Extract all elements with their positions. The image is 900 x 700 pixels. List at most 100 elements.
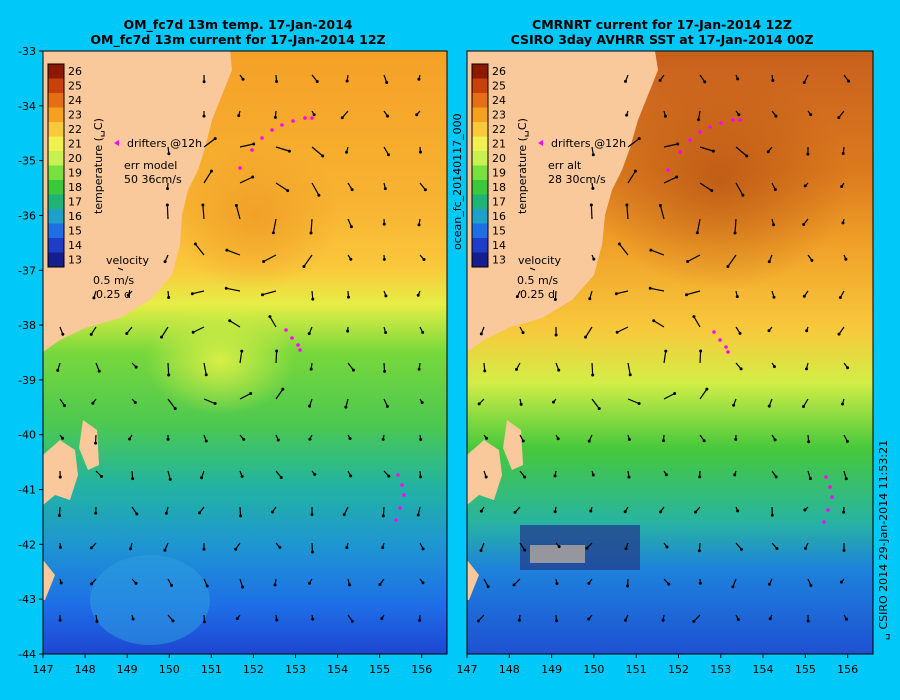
right-colorbar-label: temperature (␣C) xyxy=(516,118,529,214)
lat-tick-label: -34 xyxy=(18,100,36,113)
velocity-arrow-head xyxy=(809,113,813,117)
velocity-arrow-head xyxy=(382,257,386,261)
drifter-point xyxy=(400,483,404,487)
velocity-arrow-head xyxy=(270,510,274,514)
velocity-arrow-head xyxy=(287,149,291,153)
velocity-arrow-head xyxy=(774,475,778,479)
velocity-arrow-head xyxy=(626,584,630,588)
velocity-arrow-head xyxy=(803,546,807,550)
right-colorbar-tick: 19 xyxy=(492,167,506,180)
velocity-arrow-head xyxy=(308,404,312,408)
lon-tick-label: 148 xyxy=(499,663,520,676)
velocity-arrow-head xyxy=(661,439,665,443)
velocity-arrow-head xyxy=(767,404,771,408)
velocity-arrow xyxy=(653,320,665,328)
lon-tick-label: 148 xyxy=(75,663,96,676)
velocity-arrow-head xyxy=(58,618,62,622)
velocity-arrow-head xyxy=(588,297,592,301)
velocity-arrow-head xyxy=(419,437,423,441)
velocity-arrow-head xyxy=(844,257,848,261)
velocity-arrow xyxy=(229,320,241,328)
velocity-arrow-head xyxy=(340,116,344,120)
velocity-arrow xyxy=(202,204,205,220)
velocity-arrow-head xyxy=(59,581,63,585)
velocity-arrow-head xyxy=(204,373,208,377)
lat-tick-label: -35 xyxy=(18,155,36,168)
drifter-point xyxy=(708,125,712,129)
velocity-arrow-head xyxy=(623,510,627,514)
velocity-arrow-head xyxy=(838,295,842,299)
left-colorbar-tick: 26 xyxy=(68,65,82,78)
left-colorbar-tick: 13 xyxy=(68,254,82,267)
velocity-arrow-head xyxy=(308,581,312,585)
drifter-point xyxy=(394,518,398,522)
right-land-island xyxy=(503,420,523,470)
right-err-value: 28 30cm/s xyxy=(548,173,606,186)
velocity-arrow-head xyxy=(554,333,558,337)
velocity-arrow-head xyxy=(523,475,527,479)
velocity-arrow-head xyxy=(773,438,777,442)
drifter-point xyxy=(719,121,723,125)
velocity-arrow-head xyxy=(382,222,386,226)
velocity-arrow xyxy=(161,326,169,338)
velocity-arrow-head xyxy=(741,193,745,197)
velocity-arrow-head xyxy=(810,258,814,262)
velocity-arrow-head xyxy=(307,332,311,336)
velocity-arrow-head xyxy=(58,475,62,479)
velocity-arrow-head xyxy=(484,475,488,479)
drifter-point xyxy=(310,116,314,120)
velocity-arrow-head xyxy=(648,286,652,290)
velocity-arrow-head xyxy=(90,582,94,586)
velocity-arrow-head xyxy=(589,203,593,207)
lon-tick-label: 152 xyxy=(243,663,264,676)
velocity-arrow-head xyxy=(555,619,559,623)
velocity-arrow-head xyxy=(345,79,349,83)
right-colorbar-tick: 18 xyxy=(492,181,506,194)
velocity-arrow-head xyxy=(383,369,387,373)
velocity-arrow xyxy=(275,146,290,152)
velocity-arrow-head xyxy=(202,114,206,118)
left-colorbar-swatch xyxy=(48,180,64,195)
velocity-arrow-head xyxy=(557,368,561,372)
lon-tick-label: 153 xyxy=(710,663,731,676)
velocity-arrow-head xyxy=(711,149,715,153)
velocity-arrow xyxy=(687,254,701,263)
velocity-arrow-head xyxy=(134,365,138,369)
left-err-value: 50 36cm/s xyxy=(124,173,182,186)
velocity-arrow xyxy=(269,316,277,328)
lon-tick-label: 155 xyxy=(795,663,816,676)
left-title-line1: OM_fc7d 13m temp. 17-Jan-2014 xyxy=(123,17,353,32)
velocity-arrow-head xyxy=(736,77,740,81)
velocity-arrow xyxy=(167,362,170,376)
lon-tick-label: 156 xyxy=(411,663,432,676)
velocity-arrow-head xyxy=(91,401,95,405)
velocity-arrow-head xyxy=(767,329,771,333)
velocity-arrow-head xyxy=(637,137,641,141)
right-colorbar-tick: 24 xyxy=(492,94,506,107)
right-cloud-gap xyxy=(530,545,585,563)
right-colorbar-tick: 26 xyxy=(492,65,506,78)
velocity-arrow-head xyxy=(344,405,348,409)
velocity-arrow xyxy=(235,205,241,220)
lon-tick-label: 152 xyxy=(668,663,689,676)
drifter-point xyxy=(250,148,254,152)
velocity-arrow-head xyxy=(486,585,490,589)
velocity-arrow-head xyxy=(135,512,139,516)
velocity-arrow-head xyxy=(310,550,314,554)
velocity-arrow-head xyxy=(286,189,290,193)
velocity-arrow-head xyxy=(675,175,679,179)
right-drifters-label: drifters @12h xyxy=(551,137,626,150)
velocity-arrow xyxy=(663,143,678,148)
left-colorbar-swatch xyxy=(48,136,64,151)
velocity-arrow-head xyxy=(841,152,845,156)
velocity-arrow-head xyxy=(420,401,424,405)
right-land-mainland xyxy=(467,51,658,352)
velocity-arrow-head xyxy=(383,187,387,191)
velocity-arrow-head xyxy=(131,477,135,481)
drifter-point xyxy=(402,493,406,497)
right-colorbar-swatch xyxy=(472,151,488,166)
velocity-arrow-head xyxy=(252,142,256,146)
velocity-arrow-head xyxy=(703,80,707,84)
velocity-arrow-head xyxy=(163,260,167,264)
